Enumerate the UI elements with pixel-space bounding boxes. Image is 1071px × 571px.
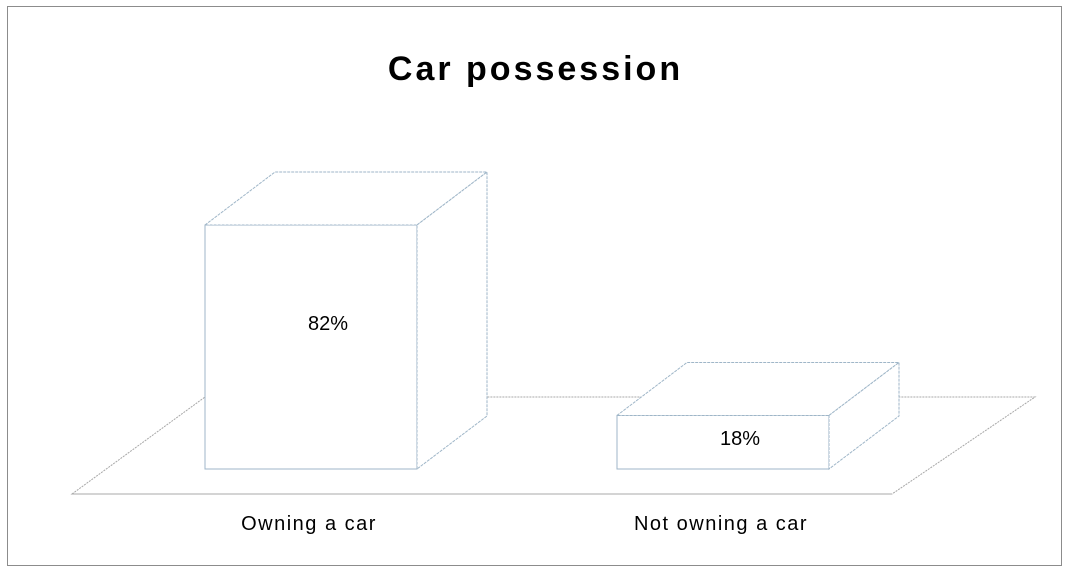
bar-top-face bbox=[615, 361, 901, 416]
bar bbox=[203, 170, 489, 471]
bar-side-face bbox=[416, 170, 488, 471]
data-label: 18% bbox=[720, 428, 760, 450]
bar-top-face bbox=[203, 171, 489, 226]
category-label: Not owning a car bbox=[634, 513, 808, 535]
chart-frame bbox=[7, 6, 1062, 566]
bar-front-face bbox=[204, 224, 418, 470]
bar bbox=[615, 361, 901, 471]
category-label: Owning a car bbox=[241, 513, 377, 535]
chart-title: Car possession bbox=[387, 50, 684, 88]
data-label: 82% bbox=[308, 313, 348, 335]
bar-side-face bbox=[828, 361, 900, 471]
